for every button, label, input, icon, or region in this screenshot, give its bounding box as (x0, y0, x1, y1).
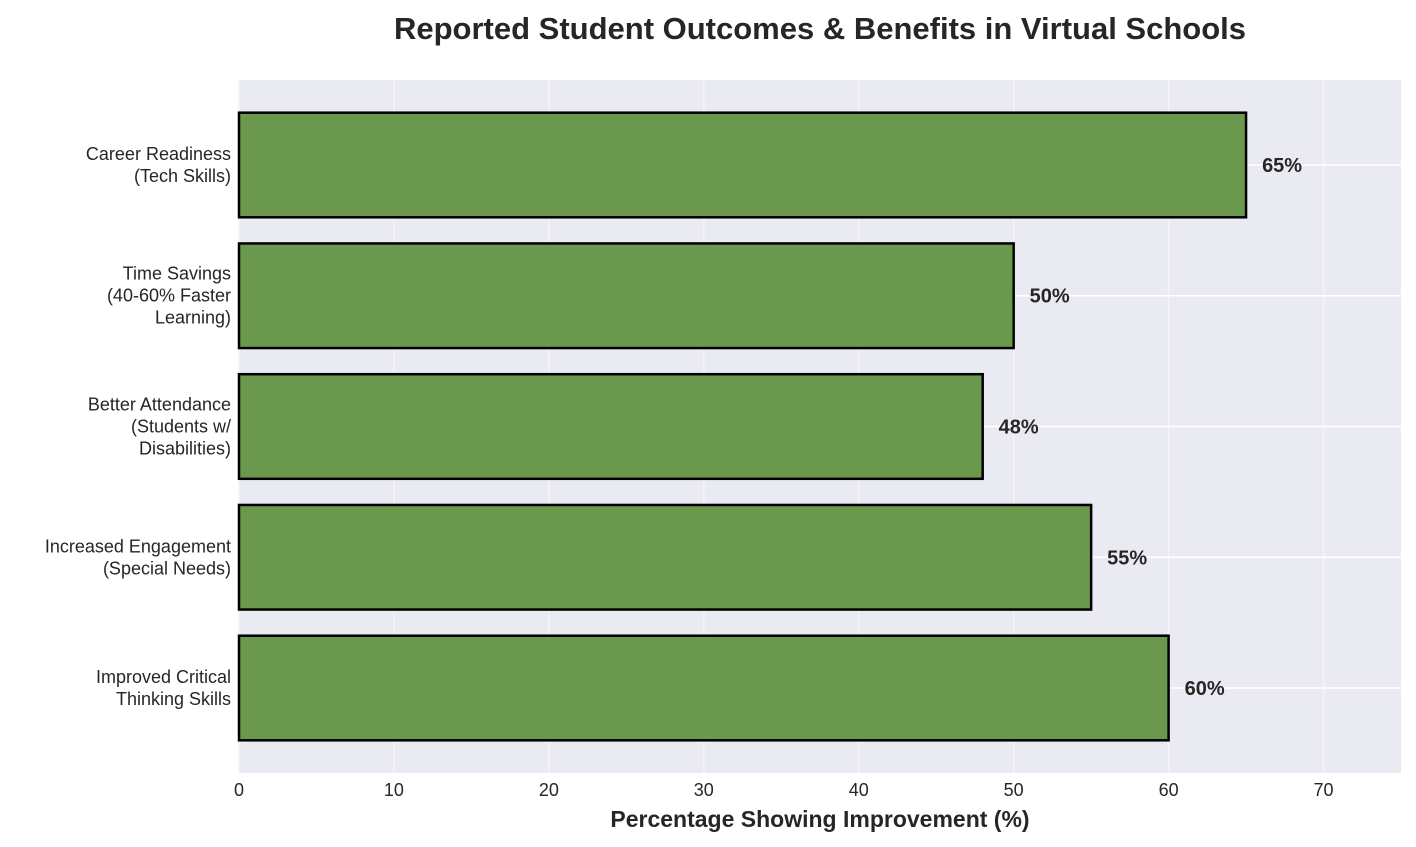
data-label: 60% (1185, 678, 1225, 700)
y-tick-label: Time Savings (40-60% Faster Learning) (107, 264, 231, 328)
x-tick-label: 50 (1004, 780, 1024, 800)
data-label: 48% (999, 417, 1039, 439)
x-tick-label: 70 (1314, 780, 1334, 800)
x-tick-label: 40 (849, 780, 869, 800)
y-tick-label: Improved Critical Thinking Skills (96, 667, 231, 709)
bar (237, 242, 1015, 350)
x-tick-label: 30 (694, 780, 714, 800)
x-tick-label: 20 (539, 780, 559, 800)
y-tick-label: Career Readiness (Tech Skills) (86, 144, 231, 186)
data-label: 55% (1107, 547, 1147, 569)
bar (237, 634, 1170, 742)
data-label: 50% (1030, 286, 1070, 308)
bar (237, 372, 984, 481)
x-axis-label: Percentage Showing Improvement (%) (610, 806, 1029, 832)
chart-title: Reported Student Outcomes & Benefits in … (394, 11, 1246, 46)
x-tick-label: 0 (234, 780, 244, 800)
x-tick-label: 10 (384, 780, 404, 800)
bar (237, 503, 1093, 611)
data-label: 65% (1262, 155, 1302, 177)
bar (237, 111, 1248, 219)
x-tick-label: 60 (1159, 780, 1179, 800)
y-tick-label: Increased Engagement (Special Needs) (45, 536, 231, 578)
y-tick-label: Better Attendance (Students w/Disabilitie… (88, 395, 231, 459)
